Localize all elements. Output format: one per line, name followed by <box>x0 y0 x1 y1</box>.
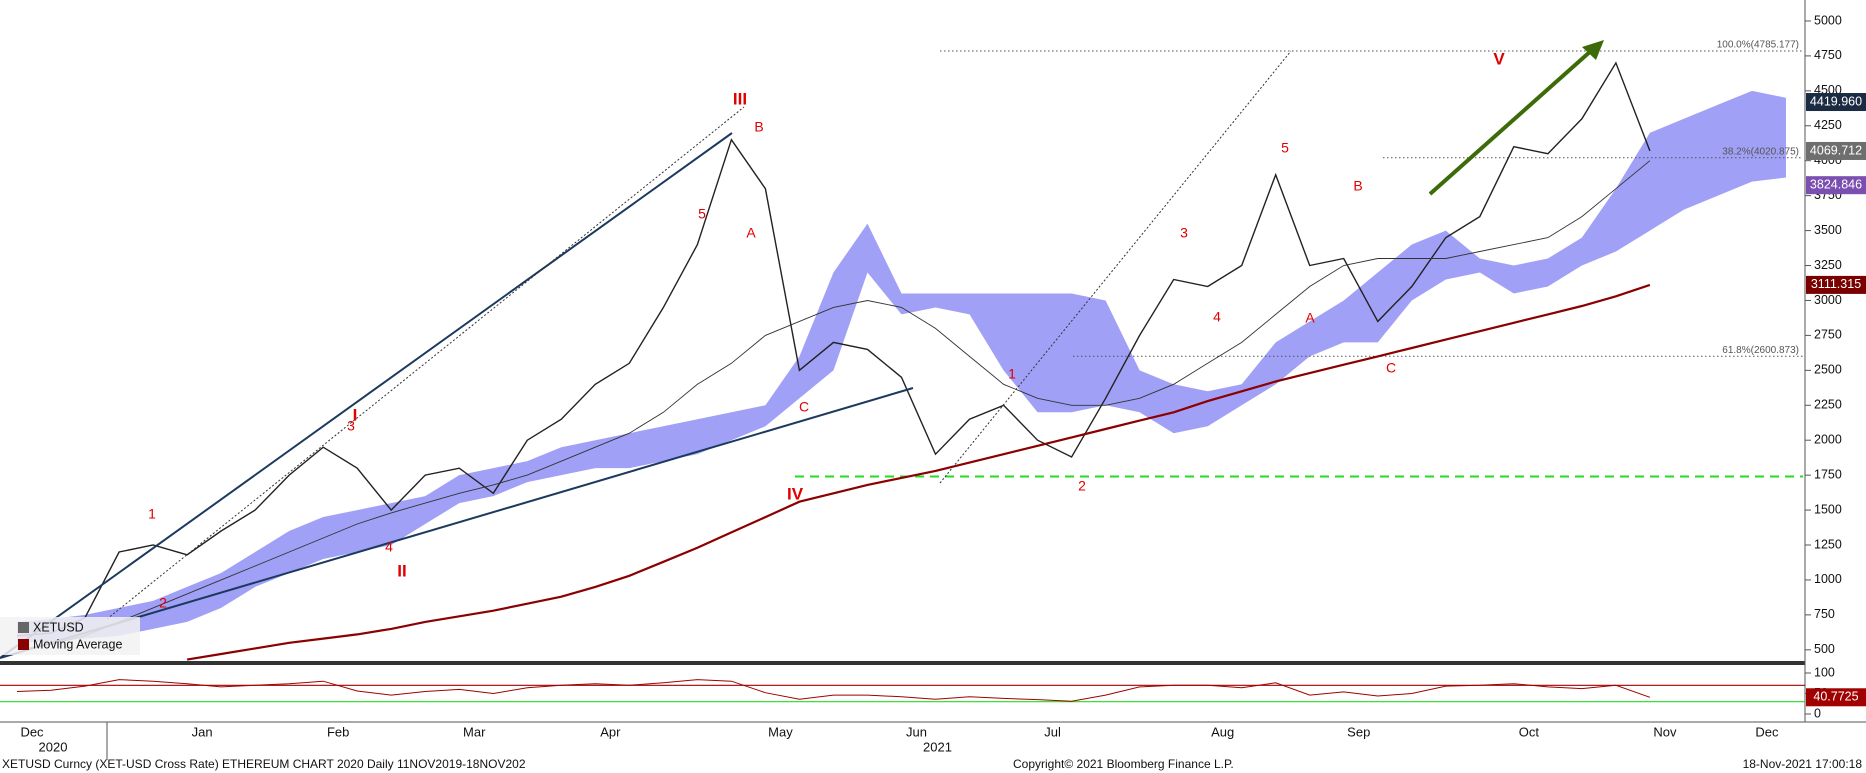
trendline <box>0 132 733 659</box>
x-tick-label: Jul <box>1044 724 1061 739</box>
year-label: 2021 <box>923 739 952 754</box>
fib-trendline <box>939 50 1292 484</box>
y-tick-label: 1750 <box>1814 467 1842 481</box>
y-tick-label: 4250 <box>1814 118 1842 132</box>
x-tick-label: Dec <box>20 724 44 739</box>
x-tick-label: Sep <box>1347 724 1370 739</box>
wave-label: B <box>1353 178 1362 194</box>
price-tag-label: 4069.712 <box>1810 143 1862 157</box>
y-tick-label: 3500 <box>1814 223 1842 237</box>
wave-label: 2 <box>159 595 167 611</box>
rsi-tag-label: 40.7725 <box>1813 690 1858 704</box>
y-tick-label: 3000 <box>1814 293 1842 307</box>
wave-label-major: I <box>353 405 358 424</box>
wave-label: 3 <box>1180 225 1188 241</box>
trend-arrow-head <box>1582 40 1604 60</box>
y-tick-label: 5000 <box>1814 13 1842 27</box>
x-tick-label: Feb <box>327 724 349 739</box>
legend-swatch <box>18 622 29 633</box>
legend-label: Moving Average <box>33 637 122 651</box>
wave-label: 5 <box>1281 140 1289 156</box>
x-tick-label: Jan <box>192 724 213 739</box>
wave-label: A <box>746 225 756 241</box>
x-tick-label: Dec <box>1755 724 1779 739</box>
legend-label: XETUSD <box>33 620 84 634</box>
price-tag-label: 3111.315 <box>1811 277 1861 291</box>
y-tick-label: 1250 <box>1814 537 1842 551</box>
x-tick-label: Jun <box>906 724 927 739</box>
fib-label: 61.8%(2600.873) <box>1722 345 1799 356</box>
y-tick-label: 2000 <box>1814 432 1842 446</box>
wave-label: 2 <box>1078 478 1086 494</box>
wave-label: 3 <box>347 418 355 434</box>
wave-label: 1 <box>1008 366 1016 382</box>
price-tag <box>1806 141 1866 160</box>
wave-label-major: II <box>397 561 406 580</box>
trend-arrow <box>1428 48 1594 196</box>
wave-label: 1 <box>148 506 156 522</box>
series-line <box>186 283 1651 661</box>
trendline <box>0 387 914 659</box>
wave-label: C <box>799 399 809 415</box>
rsi-line <box>16 679 1651 702</box>
year-label: 2020 <box>39 739 68 754</box>
fib-label: 38.2%(4020.875) <box>1722 146 1799 157</box>
y-tick-label: 1000 <box>1814 572 1842 586</box>
wave-label: A <box>1305 310 1315 326</box>
footer-source: XETUSD Curncy (XET-USD Cross Rate) ETHER… <box>2 757 526 771</box>
series-line <box>16 160 1651 651</box>
y-tick-label: 2500 <box>1814 363 1842 377</box>
y-tick-label: 2250 <box>1814 398 1842 412</box>
series-line <box>16 61 1651 637</box>
x-tick-label: Nov <box>1653 724 1677 739</box>
ichimoku-cloud <box>17 90 1786 643</box>
y-tick-label: 4750 <box>1814 48 1842 62</box>
footer-copyright: Copyright© 2021 Bloomberg Finance L.P. <box>1013 757 1234 771</box>
y-tick-label: 3250 <box>1814 258 1842 272</box>
panel-divider <box>0 661 1805 665</box>
x-tick-label: Oct <box>1519 724 1540 739</box>
y-tick-label: 750 <box>1814 607 1835 621</box>
wave-label: 5 <box>698 206 706 222</box>
x-tick-label: Mar <box>463 724 486 739</box>
rsi-tick-label: 100 <box>1814 665 1835 679</box>
legend-swatch <box>18 639 29 650</box>
x-tick-label: May <box>768 724 793 739</box>
footer-timestamp: 18-Nov-2021 17:00:18 <box>1743 757 1863 771</box>
rsi-tick-label: 0 <box>1814 706 1821 720</box>
fib-trendline <box>106 106 745 620</box>
wave-label-major: V <box>1493 49 1505 68</box>
price-tag <box>1806 275 1866 294</box>
x-tick-label: Apr <box>600 724 621 739</box>
y-tick-label: 2750 <box>1814 328 1842 342</box>
price-tag-label: 3824.846 <box>1810 177 1862 191</box>
price-tag <box>1806 93 1866 112</box>
fib-label: 100.0%(4785.177) <box>1717 40 1799 51</box>
wave-label: 4 <box>1213 309 1221 325</box>
price-tag <box>1806 176 1866 195</box>
y-tick-label: 1500 <box>1814 502 1842 516</box>
wave-label-major: IV <box>787 484 804 503</box>
wave-label: 4 <box>385 539 393 555</box>
plot-layer <box>16 50 1803 661</box>
price-tag-label: 4419.960 <box>1810 94 1862 108</box>
wave-label-major: III <box>733 89 747 108</box>
wave-label: B <box>754 119 763 135</box>
y-tick-label: 500 <box>1814 642 1835 656</box>
x-tick-label: Aug <box>1211 724 1234 739</box>
wave-label: C <box>1386 360 1396 376</box>
rsi-tag <box>1806 688 1866 707</box>
